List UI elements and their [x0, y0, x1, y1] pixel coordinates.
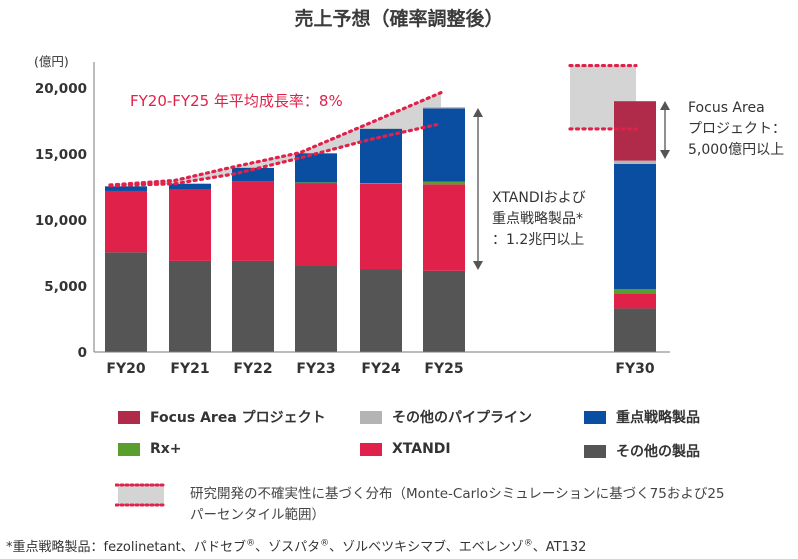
legend-swatch-others: [584, 444, 606, 458]
x-tick-label-fy22: FY22: [233, 361, 272, 377]
legend-label-strategic: 重点戦略製品: [616, 410, 700, 426]
bar-fy25-series-1: [423, 184, 465, 271]
x-tick-label-fy25: FY25: [424, 361, 463, 377]
footnote-prefix: *重点戦略製品：fezolinetant、パドセブ: [6, 540, 247, 555]
bar-fy20-series-1: [105, 190, 147, 253]
footnote-reg-1: ®: [246, 538, 256, 549]
y-tick-label-20000: 20,000: [35, 81, 87, 97]
xtandi-arrow-head-bottom: [473, 261, 483, 270]
focus-annotation-line-1: Focus Area: [688, 100, 765, 116]
y-tick-label-0: 0: [78, 345, 87, 361]
legend-swatch-pipeline: [360, 410, 382, 424]
upper-bound-line: [108, 91, 443, 187]
chart-title: 売上予想（確率調整後）: [294, 8, 504, 30]
uncertainty-note: 研究開発の不確実性に基づく分布（Monte-Carloシミュレーションに基づく7…: [190, 486, 725, 523]
focus-arrow-head-top: [660, 101, 670, 110]
x-tick-label-fy30: FY30: [615, 361, 654, 377]
xtandi-annotation-line-3: ：1.2兆円以上: [492, 232, 585, 248]
bar-fy21-series-0: [169, 260, 211, 352]
xtandi-annotation: XTANDIおよび 重点戦略製品* ：1.2兆円以上: [492, 188, 586, 251]
bar-fy24-series-0: [360, 269, 402, 352]
bar-fy23-series-1: [295, 183, 337, 266]
legend-swatch-rx: [118, 442, 140, 456]
legend-label-xtandi: XTANDI: [392, 441, 451, 457]
legend-label-rx: Rx+: [150, 441, 182, 457]
bar-fy23-series-0: [295, 265, 337, 352]
legend-item-focus: Focus Area プロジェクト: [118, 407, 326, 427]
legend-swatch-strategic: [584, 410, 606, 424]
uncertainty-legend-swatch: [115, 483, 167, 507]
lower-bound-line: [108, 122, 443, 188]
bar-fy25-series-4: [423, 107, 465, 109]
bar-fy30-series-4: [614, 160, 656, 164]
bar-fy24-series-1: [360, 183, 402, 270]
bar-fy25-series-2: [423, 181, 465, 185]
footnote-mid-2: 、ゾルベツキシマブ、エベレンゾ: [329, 540, 524, 555]
bar-fy20-series-3: [105, 186, 147, 191]
bar-fy21-series-3: [169, 183, 211, 190]
legend-label-others: その他の製品: [616, 444, 700, 460]
legend-item-others: その他の製品: [584, 441, 700, 461]
bar-fy25-series-0: [423, 270, 465, 352]
bar-fy20-series-0: [105, 252, 147, 352]
footnote: *重点戦略製品：fezolinetant、パドセブ®、ゾスパタ®、ゾルベツキシマ…: [6, 536, 586, 555]
footnote-suffix: 、AT132: [532, 540, 587, 555]
x-tick-label-fy23: FY23: [296, 361, 335, 377]
bar-fy21-series-1: [169, 189, 211, 261]
x-tick-label-fy21: FY21: [170, 361, 209, 377]
legend-swatch-xtandi: [360, 442, 382, 456]
legend-item-pipeline: その他のパイプライン: [360, 407, 532, 427]
bar-fy24-series-4: [360, 128, 402, 129]
sales-forecast-chart: FY20 FY21 FY22 FY23 FY24 FY25 FY30 0 5,000 10,000…: [34, 54, 670, 377]
bar-fy30-series-5: [614, 101, 656, 161]
bar-fy30-series-0: [614, 308, 656, 352]
legend-item-strategic: 重点戦略製品: [584, 407, 700, 427]
legend-label-pipeline: その他のパイプライン: [392, 410, 532, 426]
xtandi-annotation-line-2: 重点戦略製品*: [492, 211, 583, 227]
cagr-label: FY20-FY25 年平均成長率：8%: [130, 92, 343, 110]
x-tick-label-fy24: FY24: [361, 361, 400, 377]
footnote-mid-1: 、ゾスパタ: [255, 540, 321, 555]
y-tick-label-10000: 10,000: [35, 213, 87, 229]
legend-swatch-focus: [118, 410, 140, 424]
bar-fy23-series-2: [295, 182, 337, 184]
xtandi-annotation-line-1: XTANDIおよび: [492, 190, 586, 206]
xtandi-arrow-head-top: [473, 108, 483, 117]
footnote-reg-3: ®: [523, 538, 533, 549]
y-tick-label-5000: 5,000: [44, 279, 87, 295]
bar-fy30-series-3: [614, 163, 656, 290]
focus-annotation-line-2: プロジェクト：: [688, 121, 786, 137]
x-tick-label-fy20: FY20: [106, 361, 145, 377]
legend-item-xtandi: XTANDI: [360, 441, 451, 457]
focus-annotation-line-3: 5,000億円以上: [688, 142, 785, 158]
footnote-reg-2: ®: [320, 538, 330, 549]
focus-arrow-head-bottom: [660, 150, 670, 159]
bar-fy22-series-1: [232, 181, 274, 261]
bar-fy22-series-0: [232, 260, 274, 352]
legend-label-focus: Focus Area プロジェクト: [150, 410, 326, 426]
legend-item-rx: Rx+: [118, 441, 182, 457]
bar-fy24-series-2: [360, 183, 402, 184]
bar-fy30-series-1: [614, 293, 656, 309]
bar-fy30-series-2: [614, 289, 656, 294]
bar-fy22-series-3: [232, 167, 274, 182]
y-tick-label-15000: 15,000: [35, 147, 87, 163]
focus-annotation: Focus Area プロジェクト： 5,000億円以上: [688, 98, 786, 161]
bar-fy25-series-3: [423, 108, 465, 182]
y-unit-label: (億円): [34, 54, 69, 69]
